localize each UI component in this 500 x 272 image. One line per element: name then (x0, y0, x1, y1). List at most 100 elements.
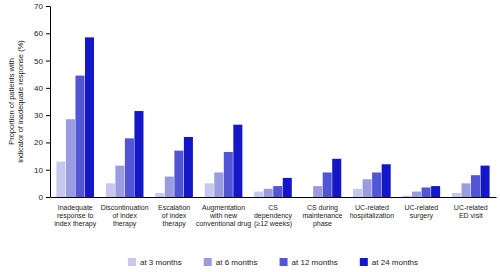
axis-line (51, 197, 497, 198)
legend: at 3 months at 6 months at 12 months at 24 … (128, 258, 418, 267)
bar (323, 172, 332, 197)
tick-mark (46, 197, 50, 198)
bar (412, 192, 421, 197)
bar (372, 172, 381, 197)
bar (363, 179, 372, 197)
y-axis: 0 10 20 30 40 50 60 70 (34, 2, 50, 202)
tick-label: 60 (34, 29, 43, 38)
bar (403, 196, 412, 197)
tick-mark (46, 33, 50, 34)
bars (56, 37, 489, 197)
bar (461, 183, 470, 197)
tick: 20 (34, 138, 50, 147)
bar (134, 111, 143, 197)
bar (471, 175, 480, 197)
tick-label: UC-relatedsurgery (404, 204, 438, 220)
series-bars (56, 162, 461, 197)
legend-item: at 24 months (360, 258, 418, 267)
tick-mark (46, 88, 50, 89)
tick-label: Escalationof indextherapy (158, 204, 190, 228)
tick-label: Discontinuationof indextherapy (101, 204, 149, 228)
tick: UC-relatedED visit (454, 197, 488, 219)
tick-label: 30 (34, 111, 43, 120)
legend-item: at 6 months (204, 258, 258, 267)
bar (165, 177, 174, 197)
legend-item: at 12 months (280, 258, 338, 267)
tick-label: 20 (34, 138, 43, 147)
series-bars (85, 37, 490, 197)
bar (233, 125, 242, 197)
tick: 60 (34, 29, 50, 38)
bar (382, 164, 391, 197)
tick: UC-relatedhospitalization (350, 197, 394, 220)
bar (214, 172, 223, 197)
bar (332, 159, 341, 197)
tick-mark (46, 142, 50, 143)
bar (115, 166, 124, 197)
tick: Discontinuationof indextherapy (101, 197, 149, 228)
tick-label: 70 (34, 2, 43, 11)
tick-label: Inadequateresponse toindex therapy (54, 204, 97, 228)
legend-item: at 3 months (128, 258, 182, 267)
bar (254, 192, 263, 197)
tick-label: 10 (34, 166, 43, 175)
tick-label: CSdependency(≥12 weeks) (254, 204, 293, 228)
tick: 50 (34, 57, 50, 66)
tick-mark (46, 6, 50, 7)
tick: CS duringmaintenancephase (302, 197, 342, 228)
tick: 10 (34, 166, 50, 175)
legend-label: at 12 months (292, 258, 338, 267)
tick-mark (46, 115, 50, 116)
bar (125, 138, 134, 197)
bar (283, 178, 292, 197)
tick: 40 (34, 84, 50, 93)
legend-label: at 24 months (372, 258, 418, 267)
bar (313, 186, 322, 197)
bar (75, 76, 84, 197)
bar (264, 189, 273, 197)
tick: CSdependency(≥12 weeks) (254, 197, 293, 228)
tick: 0 (39, 193, 50, 202)
legend-label: at 6 months (216, 258, 258, 267)
axis-title: Proportion of patients withindicator of … (7, 40, 25, 163)
tick-label: 40 (34, 84, 43, 93)
tick-mark (46, 170, 50, 171)
bar (205, 183, 214, 197)
bar (155, 193, 164, 197)
tick-label: UC-relatedED visit (454, 204, 488, 219)
bar (422, 187, 431, 197)
tick: Inadequateresponse toindex therapy (54, 197, 97, 228)
bar (224, 152, 233, 197)
bar (184, 137, 193, 197)
chart: 0 10 20 30 40 50 60 70 Inadequateresponse toinde… (0, 0, 500, 272)
legend-swatch (204, 258, 212, 266)
series-bars (75, 76, 480, 197)
tick-label: Augmentationwith newconventional drug (196, 204, 251, 228)
bar (273, 186, 282, 197)
tick-label: CS duringmaintenancephase (302, 204, 342, 228)
legend-swatch (360, 258, 368, 266)
bar (85, 37, 94, 197)
x-axis: Inadequateresponse toindex therapyDiscon… (51, 197, 497, 228)
bar (56, 162, 65, 197)
series-bars (66, 119, 471, 197)
tick-label: 50 (34, 57, 43, 66)
legend-swatch (280, 258, 288, 266)
bar (452, 193, 461, 197)
bar (481, 166, 490, 197)
bar (304, 197, 313, 198)
bar (353, 189, 362, 197)
tick: Escalationof indextherapy (158, 197, 190, 228)
bar (174, 151, 183, 197)
tick-label: UC-relatedhospitalization (350, 204, 394, 220)
tick-label: 0 (39, 193, 44, 202)
legend-swatch (128, 258, 136, 266)
tick-mark (46, 61, 50, 62)
bar (106, 183, 115, 197)
axis-line (50, 7, 51, 198)
tick: UC-relatedsurgery (404, 197, 438, 220)
legend-label: at 3 months (140, 258, 182, 267)
tick: 70 (34, 2, 50, 11)
bar (431, 186, 440, 197)
tick: Augmentationwith newconventional drug (196, 197, 251, 228)
